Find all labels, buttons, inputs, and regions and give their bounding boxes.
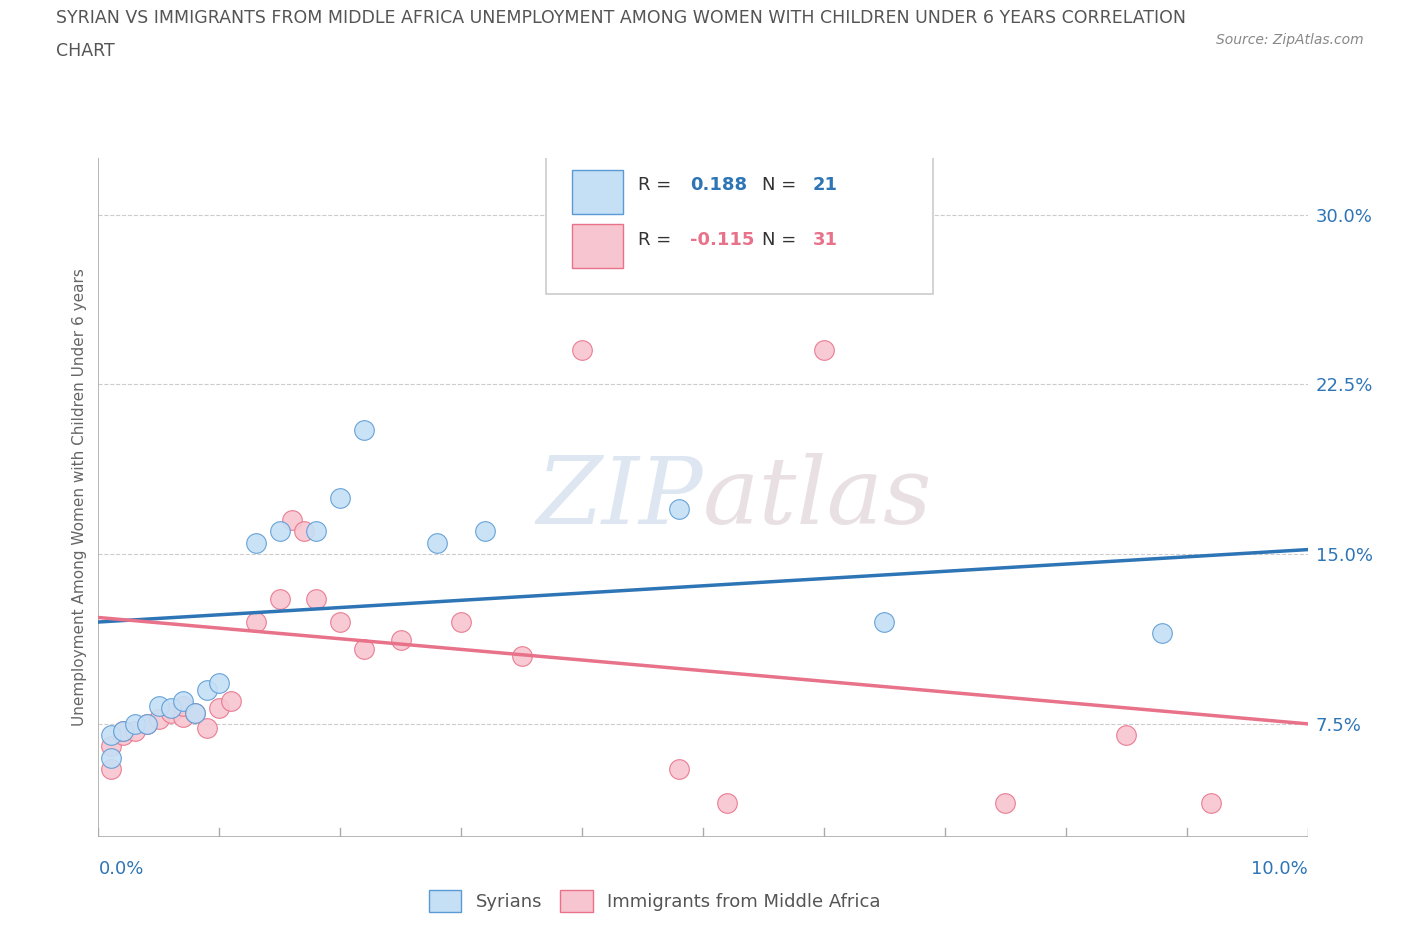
Text: SYRIAN VS IMMIGRANTS FROM MIDDLE AFRICA UNEMPLOYMENT AMONG WOMEN WITH CHILDREN U: SYRIAN VS IMMIGRANTS FROM MIDDLE AFRICA … xyxy=(56,9,1187,27)
Text: Source: ZipAtlas.com: Source: ZipAtlas.com xyxy=(1216,33,1364,46)
Point xyxy=(135,716,157,731)
Point xyxy=(305,592,328,607)
Point xyxy=(353,422,375,437)
Point xyxy=(329,490,352,505)
Point xyxy=(389,632,412,647)
Point xyxy=(426,536,449,551)
Point xyxy=(100,739,122,754)
Point xyxy=(245,536,267,551)
Text: R =: R = xyxy=(638,177,676,194)
Text: ZIP: ZIP xyxy=(536,453,703,542)
FancyBboxPatch shape xyxy=(572,224,623,269)
Point xyxy=(172,694,194,709)
FancyBboxPatch shape xyxy=(546,154,932,294)
Point xyxy=(1152,626,1174,641)
Point xyxy=(124,724,146,738)
Point xyxy=(668,762,690,777)
Point xyxy=(269,592,291,607)
Point xyxy=(353,642,375,657)
Point xyxy=(245,615,267,630)
Point xyxy=(813,343,835,358)
Point xyxy=(510,648,533,663)
Point xyxy=(305,524,328,538)
Text: 31: 31 xyxy=(813,231,838,248)
FancyBboxPatch shape xyxy=(572,170,623,214)
Text: CHART: CHART xyxy=(56,42,115,60)
Point xyxy=(208,700,231,715)
Point xyxy=(281,512,304,527)
Text: 10.0%: 10.0% xyxy=(1251,860,1308,878)
Point xyxy=(195,721,218,736)
Point xyxy=(329,615,352,630)
Text: 0.0%: 0.0% xyxy=(98,860,143,878)
Point xyxy=(221,694,243,709)
Point xyxy=(195,683,218,698)
Point xyxy=(873,615,896,630)
Point xyxy=(135,716,157,731)
Point xyxy=(111,727,134,742)
Text: 21: 21 xyxy=(813,177,838,194)
Point xyxy=(160,700,183,715)
Text: atlas: atlas xyxy=(703,453,932,542)
Point xyxy=(208,676,231,691)
Point xyxy=(160,705,183,720)
Point xyxy=(148,711,170,726)
Text: N =: N = xyxy=(762,177,803,194)
Point xyxy=(1199,796,1222,811)
Point xyxy=(100,751,122,765)
Point xyxy=(184,705,207,720)
Text: N =: N = xyxy=(762,231,803,248)
Y-axis label: Unemployment Among Women with Children Under 6 years: Unemployment Among Women with Children U… xyxy=(72,269,87,726)
Point xyxy=(571,343,593,358)
Text: -0.115: -0.115 xyxy=(690,231,754,248)
Text: 0.188: 0.188 xyxy=(690,177,747,194)
Point xyxy=(172,698,194,713)
Legend: Syrians, Immigrants from Middle Africa: Syrians, Immigrants from Middle Africa xyxy=(422,884,887,920)
Point xyxy=(994,796,1017,811)
Point xyxy=(124,716,146,731)
Point xyxy=(148,698,170,713)
Point xyxy=(100,762,122,777)
Point xyxy=(716,796,738,811)
Point xyxy=(450,615,472,630)
Point xyxy=(111,724,134,738)
Point xyxy=(269,524,291,538)
Point xyxy=(184,705,207,720)
Point xyxy=(1115,727,1137,742)
Text: R =: R = xyxy=(638,231,676,248)
Point xyxy=(292,524,315,538)
Point xyxy=(100,727,122,742)
Point xyxy=(111,724,134,738)
Point xyxy=(668,501,690,516)
Point xyxy=(474,524,496,538)
Point xyxy=(172,710,194,724)
